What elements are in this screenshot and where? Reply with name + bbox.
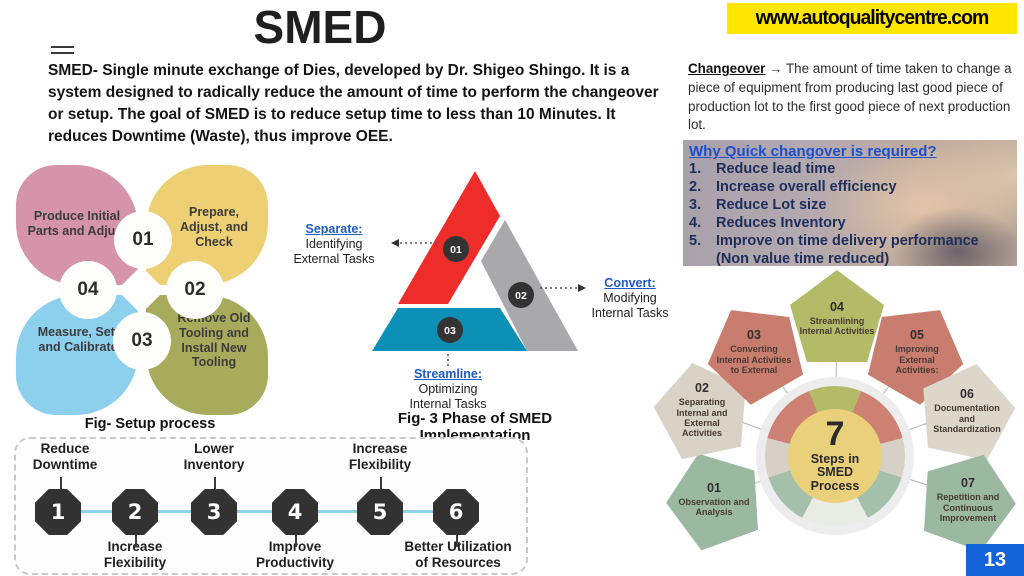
- step-03-pentagon: 03 Converting Internal Activities to Ext…: [707, 304, 801, 396]
- changeover-term: Changeover: [688, 61, 766, 76]
- arrowhead-left-icon: [391, 239, 399, 247]
- step-07-pentagon: 07 Repetition and Continuous Improvement: [921, 452, 1015, 544]
- changeover-definition: Changeover → The amount of time taken to…: [688, 60, 1020, 135]
- step-06-pentagon: 06 Documentation and Standardization: [920, 363, 1014, 455]
- page-title: SMED: [253, 1, 387, 53]
- step-01-pentagon: 01 Observation and Analysis: [667, 451, 761, 543]
- list-item: 4. Reduces Inventory: [689, 214, 846, 231]
- label-separate: Separate: Identifying External Tasks: [293, 222, 375, 266]
- flow-label-1: Reduce Downtime: [32, 441, 98, 472]
- label-streamline: Streamline: Optimizing Internal Tasks: [409, 367, 487, 411]
- badge-01: 01: [114, 211, 172, 269]
- seven-steps-center: 7 Steps in SMED Process: [788, 409, 882, 503]
- tick-1: [60, 477, 62, 490]
- setup-process-diagram: Produce Initial Parts and Adjust Prepare…: [14, 163, 268, 415]
- flow-label-2: Increase Flexibility: [103, 539, 167, 570]
- phase-number-01: 01: [450, 244, 462, 256]
- phase-circle-03: [437, 317, 463, 343]
- flow-label-5: Increase Flexibility: [348, 441, 412, 472]
- step-04-pentagon: 04 Streamlining Internal Activities: [790, 270, 884, 362]
- flow-step-3: 3: [191, 489, 237, 535]
- why-quick-changeover-box: Why Quick changover is required? 1. Redu…: [683, 140, 1017, 267]
- page-number-badge: 13: [966, 544, 1024, 576]
- label-convert: Convert: Modifying Internal Tasks: [591, 276, 669, 320]
- flow-step-4: 4: [272, 489, 318, 535]
- setup-process-caption: Fig- Setup process: [84, 416, 216, 432]
- arrowhead-right-icon: [578, 284, 586, 292]
- badge-03: 03: [113, 312, 171, 370]
- phase-number-03: 03: [444, 325, 456, 337]
- flow-label-3: Lower Inventory: [183, 441, 245, 472]
- changeover-text: The amount of time taken to change a pie…: [688, 61, 1012, 133]
- website-banner[interactable]: www.autoqualitycentre.com: [727, 3, 1017, 34]
- step-02-pentagon: 02 Separating Internal and External Acti…: [655, 362, 749, 454]
- smed-triangle-diagram: 01 02 03: [372, 171, 586, 368]
- flow-connector-line: [58, 510, 438, 513]
- flow-step-6: 6: [433, 489, 479, 535]
- list-item: 1. Reduce lead time: [689, 161, 836, 177]
- flow-step-5: 5: [357, 489, 403, 535]
- phase-number-02: 02: [515, 290, 527, 302]
- tick-2: [135, 534, 137, 547]
- badge-04: 04: [59, 261, 117, 319]
- step-05-pentagon: 05 Improving External Activities:: [870, 304, 964, 396]
- tick-5: [380, 477, 382, 490]
- seven-steps-diagram: 7 Steps in SMED Process 01 Observation a…: [650, 270, 1024, 570]
- phase-circle-01: [443, 236, 469, 262]
- phase-circle-02: [508, 282, 534, 308]
- intro-paragraph: SMED- Single minute exchange of Dies, de…: [48, 62, 659, 145]
- tick-4: [295, 534, 297, 547]
- tick-6: [456, 534, 458, 547]
- triangle-band-separate: [398, 171, 500, 304]
- center-number: 7: [825, 415, 845, 454]
- badge-02: 02: [166, 261, 224, 319]
- flow-label-6: Better Utilization of Resources: [404, 539, 512, 570]
- center-label: Steps in SMED Process: [810, 451, 860, 494]
- flow-step-2: 2: [112, 489, 158, 535]
- why-box-title: Why Quick changover is required?: [689, 143, 937, 160]
- flow-step-1: 1: [35, 489, 81, 535]
- list-item: 2. Increase overall efficiency: [689, 178, 897, 195]
- website-url: www.autoqualitycentre.com: [755, 7, 990, 29]
- list-item: 5. Improve on time delivery performance …: [689, 232, 979, 267]
- right-arrow-icon: →: [769, 61, 783, 76]
- tick-3: [214, 477, 216, 490]
- list-item: 3. Reduce Lot size: [689, 196, 827, 213]
- menu-icon[interactable]: [51, 46, 74, 56]
